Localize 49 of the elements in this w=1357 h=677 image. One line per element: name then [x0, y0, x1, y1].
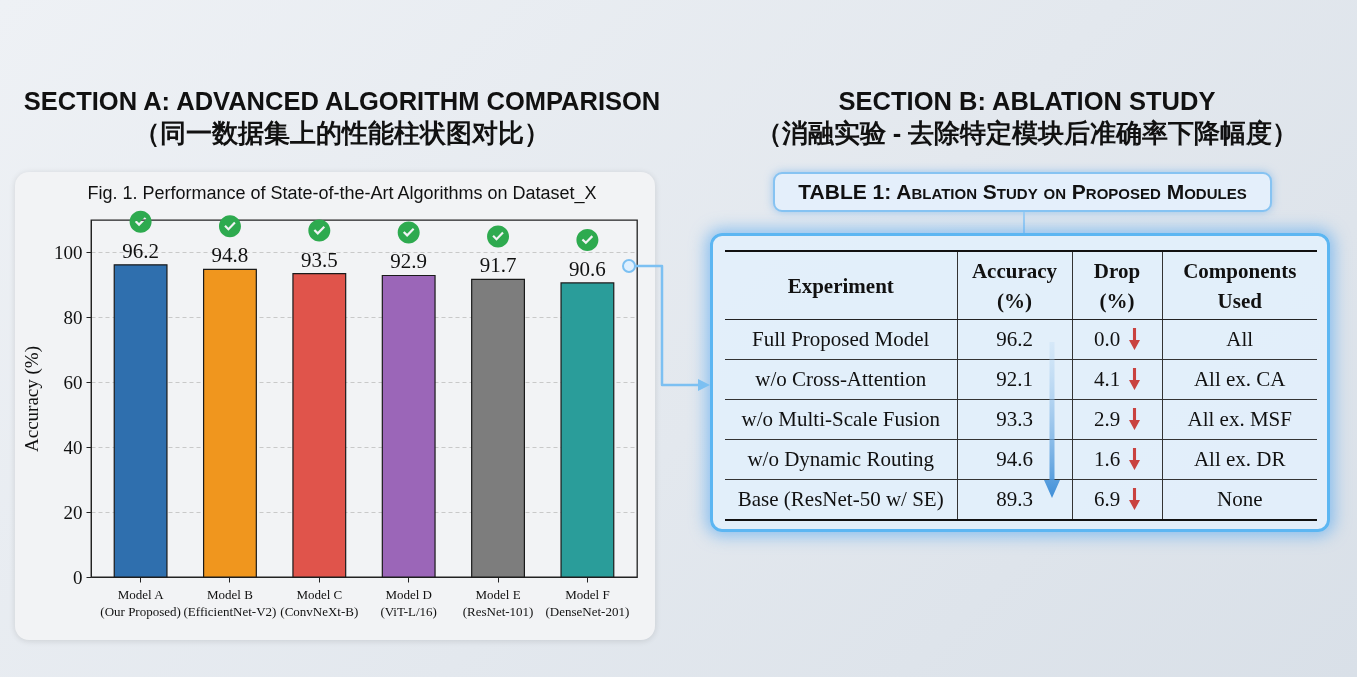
x-tick-label: Model B (EfficientNet-V2) — [183, 586, 277, 619]
text: w/o Cross-Attention — [755, 367, 927, 391]
text: All — [1226, 327, 1254, 351]
category-label: Drop (%) — [1072, 251, 1162, 320]
text: （同一数据集上的性能柱状图对比） — [133, 118, 551, 148]
text: 92.1 — [996, 367, 1033, 391]
x-tick-label: Model F (DenseNet-201) — [545, 586, 630, 619]
x-tick-label: Model E (ResNet-101) — [462, 586, 534, 619]
text: 0.0 — [1093, 327, 1121, 351]
text: 96.2 — [996, 327, 1033, 351]
y-tick-label: 80 — [63, 306, 83, 328]
data-label: 91.7 — [479, 253, 517, 278]
text: w/o Multi-Scale Fusion — [741, 407, 940, 431]
y-tick-label: 40 — [63, 436, 83, 458]
text: All ex. DR — [1193, 447, 1286, 471]
data-label: 92.9 — [390, 249, 428, 274]
y-axis-title: Accuracy (%) — [21, 345, 43, 453]
chart-title: Fig. 1. Performance of State-of-the-Art Algorithms on Dataset_X — [87, 182, 597, 204]
text: 2.9 — [1093, 407, 1121, 431]
text: SECTION A: ADVANCED ALGORITHM COMPARISON — [22, 86, 662, 116]
y-tick-label: 0 — [73, 566, 83, 588]
data-label: 90.6 — [569, 256, 606, 281]
category-label: Experiment — [725, 251, 957, 320]
text: 1.6 — [1093, 447, 1121, 471]
text: 6.9 — [1093, 487, 1121, 511]
text: Base (ResNet-50 w/ SE) — [737, 487, 944, 511]
text: All ex. MSF — [1187, 407, 1292, 431]
category-label: Components Used — [1162, 251, 1317, 320]
y-tick-label: 100 — [54, 241, 83, 263]
text: 89.3 — [996, 487, 1033, 511]
data-label: 96.2 — [122, 238, 159, 263]
text: None — [1217, 487, 1263, 511]
text: Full Proposed Model — [752, 327, 930, 351]
text: All ex. CA — [1193, 367, 1286, 391]
text: 94.6 — [996, 447, 1033, 471]
text: SECTION B: ABLATION STUDY — [837, 86, 1217, 116]
data-label: 94.8 — [211, 243, 249, 268]
x-tick-label: Model A (Our Proposed) — [100, 586, 181, 619]
text: 93.3 — [996, 407, 1033, 431]
x-tick-label: Model C (ConvNeXt-B) — [280, 586, 359, 619]
text: w/o Dynamic Routing — [747, 447, 935, 471]
data-label: 93.5 — [300, 247, 338, 272]
text: TABLE 1: Ablation Study on Proposed Modules — [773, 172, 1272, 212]
y-tick-label: 20 — [63, 501, 83, 523]
text: （消融实验 - 去除特定模块后准确率下降幅度） — [754, 118, 1300, 148]
category-label: Accuracy (%) — [957, 251, 1072, 320]
x-tick-label: Model D (ViT-L/16) — [380, 586, 437, 619]
text: 4.1 — [1093, 367, 1121, 391]
y-tick-label: 60 — [63, 371, 83, 393]
